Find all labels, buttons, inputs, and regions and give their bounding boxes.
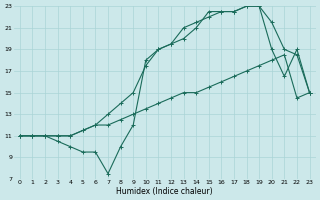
- X-axis label: Humidex (Indice chaleur): Humidex (Indice chaleur): [116, 187, 213, 196]
